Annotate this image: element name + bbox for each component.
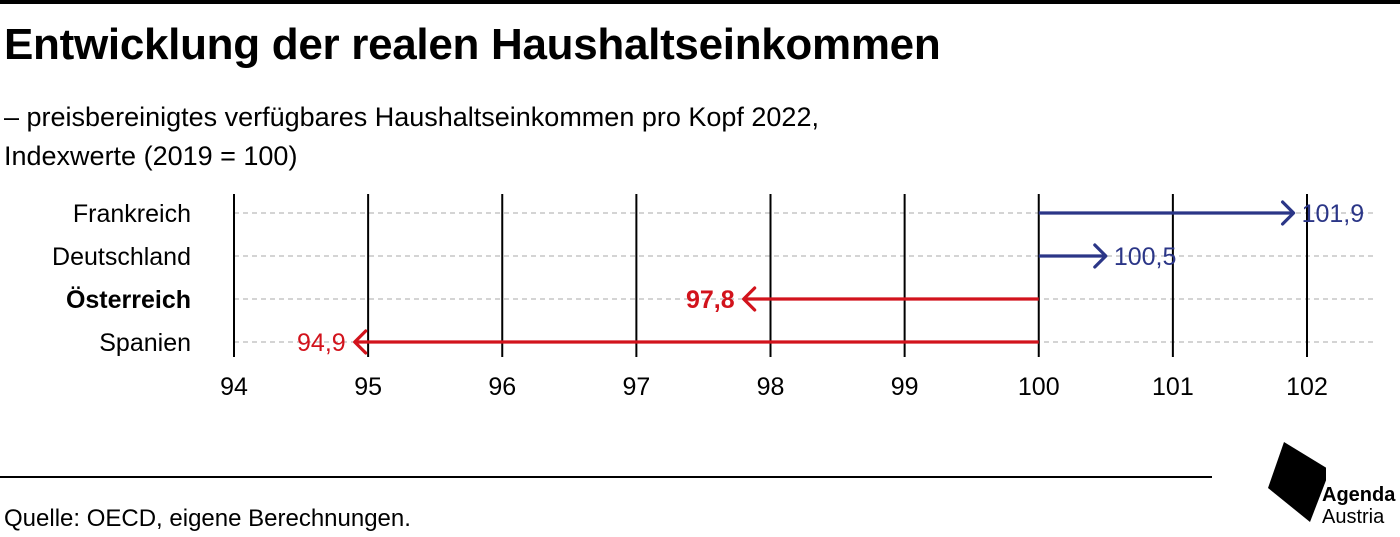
value-label: 101,9 xyxy=(1302,200,1365,228)
arrow-chart: Frankreich Deutschland Österreich Spanien 1… xyxy=(52,194,1375,401)
top-rule xyxy=(0,0,1400,4)
chart-subtitle: – preisbereinigtes verfügbares Haushalts… xyxy=(4,98,819,176)
arrow-head xyxy=(1093,243,1108,269)
category-label: Österreich xyxy=(66,285,191,314)
x-tick-label: 102 xyxy=(1286,373,1328,401)
x-tick-label: 94 xyxy=(220,373,248,401)
value-label: 100,5 xyxy=(1114,243,1177,271)
vertical-gridlines xyxy=(233,194,1308,357)
arrows xyxy=(353,200,1296,355)
logo-line-2: Austria xyxy=(1322,506,1385,528)
logo-line-1: Agenda xyxy=(1322,484,1396,506)
category-label: Deutschland xyxy=(52,243,191,271)
x-tick-label: 95 xyxy=(354,373,382,401)
x-tick-label: 97 xyxy=(622,373,650,401)
x-tick-labels: 94 95 96 97 98 99 100 101 102 xyxy=(220,373,1328,401)
row-guides xyxy=(234,212,1375,343)
arrow-head xyxy=(1280,200,1296,226)
arrow-head xyxy=(353,329,368,355)
source-note: Quelle: OECD, eigene Berechnungen. xyxy=(4,505,411,532)
logo-mark-icon xyxy=(1268,442,1326,522)
x-tick-label: 100 xyxy=(1018,373,1060,401)
agenda-austria-logo: Agenda Austria xyxy=(1266,440,1400,537)
x-tick-label: 101 xyxy=(1152,373,1194,401)
x-tick-label: 96 xyxy=(488,373,516,401)
subtitle-line-1: – preisbereinigtes verfügbares Haushalts… xyxy=(4,102,819,132)
subtitle-line-2: Indexwerte (2019 = 100) xyxy=(4,141,298,171)
category-label: Spanien xyxy=(99,329,191,357)
x-tick-label: 99 xyxy=(891,373,919,401)
category-label: Frankreich xyxy=(73,200,191,228)
chart-title: Entwicklung der realen Haushaltseinkomme… xyxy=(4,20,941,69)
value-labels: 101,9 100,5 97,8 94,9 xyxy=(297,200,1364,357)
category-labels: Frankreich Deutschland Österreich Spanien xyxy=(52,200,191,357)
bottom-rule xyxy=(0,476,1212,478)
x-tick-label: 98 xyxy=(757,373,785,401)
arrow-head xyxy=(742,286,757,312)
value-label: 97,8 xyxy=(686,286,735,314)
value-label: 94,9 xyxy=(297,329,346,357)
